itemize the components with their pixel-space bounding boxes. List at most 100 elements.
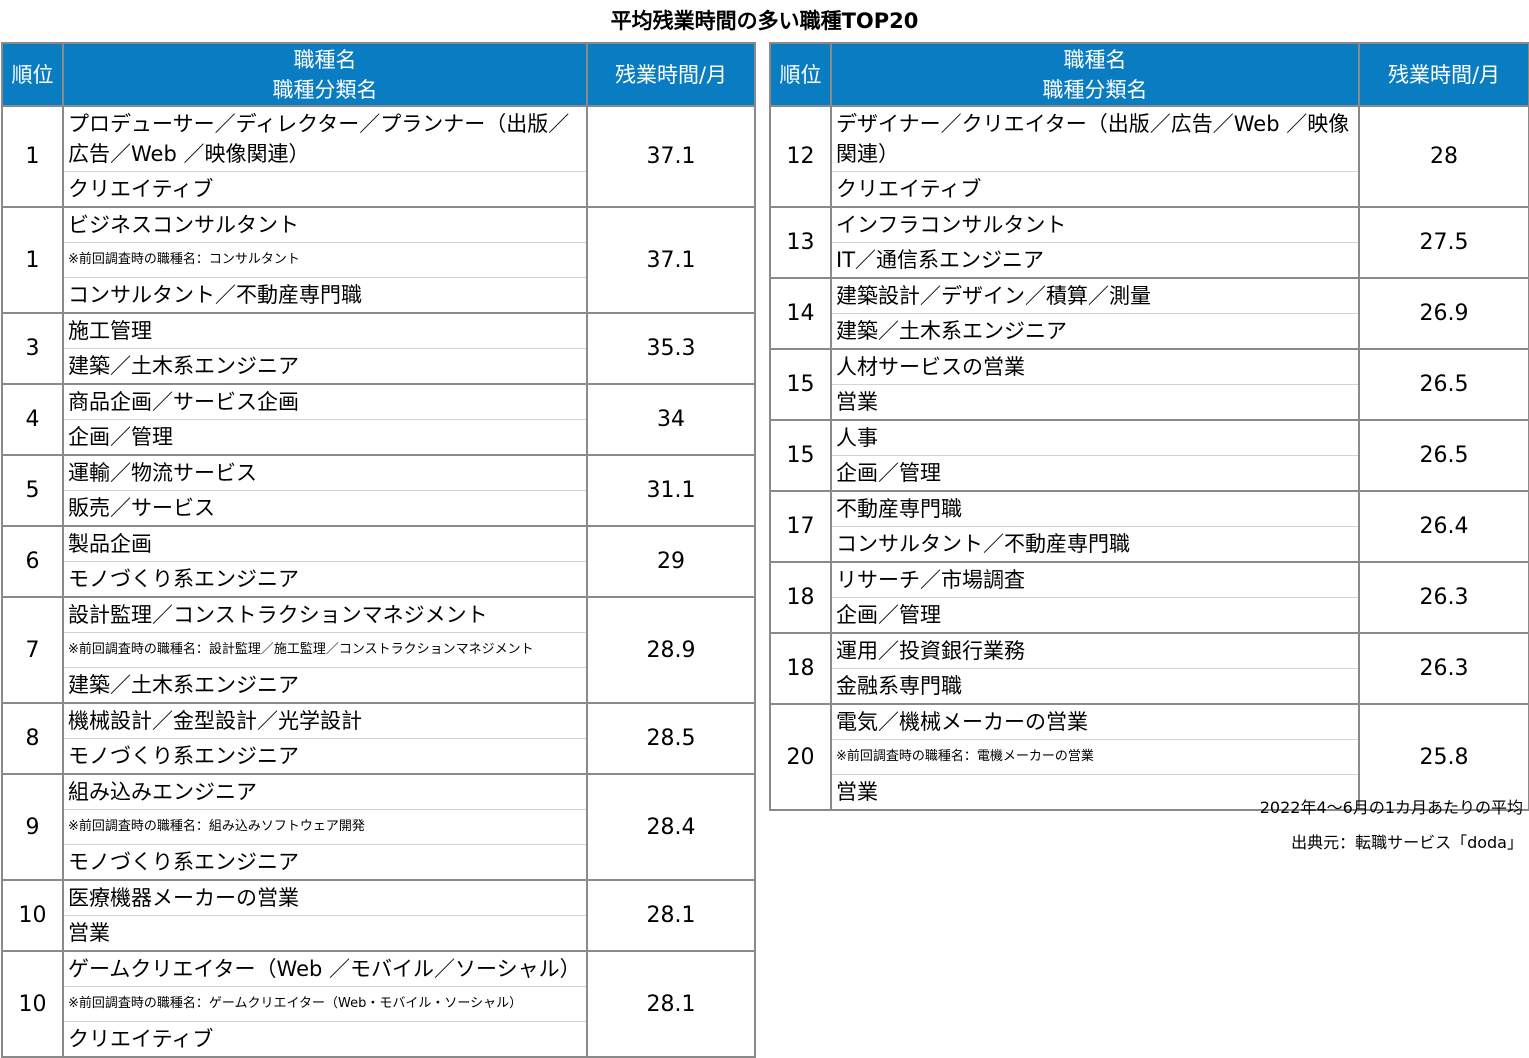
table-row: 3 施工管理 建築／土木系エンジニア 35.3: [1, 312, 756, 385]
job-cell: 人事企画／管理: [830, 419, 1360, 492]
job-category: 営業: [836, 780, 878, 804]
table-row: 13 インフラコンサルタント IT／通信系エンジニア 27.5: [769, 206, 1529, 279]
rank-cell: 4: [1, 383, 64, 456]
job-name: デザイナー／クリエイター（出版／広告／Web ／映像関連）: [832, 107, 1358, 172]
header-job-name-line: 職種名: [293, 47, 357, 72]
table-row: 4 商品企画／サービス企画 企画／管理 34: [1, 383, 756, 456]
header-job-category-line: 職種分類名: [1042, 77, 1148, 102]
job-cell: 電気／機械メーカーの営業 ※前回調査時の職種名：電機メーカーの営業 営業: [830, 703, 1360, 811]
job-category: 企画／管理: [836, 603, 941, 627]
job-name: 製品企画: [64, 527, 586, 562]
table-row: 7 設計監理／コンストラクションマネジメント ※前回調査時の職種名：設計監理／施工監…: [1, 596, 756, 704]
overtime-hours-cell: 27.5: [1358, 206, 1529, 279]
job-category: コンサルタント／不動産専門職: [836, 532, 1130, 556]
job-name: 人事: [832, 421, 1358, 456]
job-category: コンサルタント／不動産専門職: [68, 283, 362, 307]
rank-cell: 14: [769, 277, 832, 350]
rank-cell: 18: [769, 561, 832, 634]
header-job-name-line: 職種名: [1063, 47, 1127, 72]
job-category: 企画／管理: [68, 425, 173, 449]
header-job-category-line: 職種分類名: [272, 77, 378, 102]
ranking-body-left: 1 プロデューサー／ディレクター／プランナー（出版／広告／Web ／映像関連） クリ…: [1, 105, 756, 1058]
rank-cell: 8: [1, 702, 64, 775]
rank-cell: 1: [1, 206, 64, 314]
job-name: 運用／投資銀行業務: [832, 634, 1358, 669]
job-cell: インフラコンサルタント IT／通信系エンジニア: [830, 206, 1360, 279]
source-note: 出典元：転職サービス「doda」: [1291, 833, 1523, 852]
overtime-hours-cell: 26.5: [1358, 348, 1529, 421]
rank-cell: 5: [1, 454, 64, 527]
job-category: 企画／管理: [836, 461, 941, 485]
header-rank: 順位: [1, 42, 64, 107]
rank-cell: 18: [769, 632, 832, 705]
table-row: 17 不動産専門職 コンサルタント／不動産専門職 26.4: [769, 490, 1529, 563]
rank-cell: 3: [1, 312, 64, 385]
job-cell: 設計監理／コンストラクションマネジメント ※前回調査時の職種名：設計監理／施工監理…: [62, 596, 588, 704]
rank-cell: 12: [769, 105, 832, 208]
overtime-hours-cell: 25.8: [1358, 703, 1529, 811]
header-hours: 残業時間/月: [586, 42, 756, 107]
rank-cell: 15: [769, 348, 832, 421]
job-category: モノづくり系エンジニア: [68, 850, 299, 874]
job-name: 設計監理／コンストラクションマネジメント: [64, 598, 586, 633]
overtime-hours-cell: 26.4: [1358, 490, 1529, 563]
rank-cell: 10: [1, 879, 64, 952]
rank-cell: 7: [1, 596, 64, 704]
job-cell: 組み込みエンジニア ※前回調査時の職種名：組み込みソフトウェア開発モノづくり系エン…: [62, 773, 588, 881]
job-category: 販売／サービス: [68, 496, 215, 520]
header-job-name: 職種名 職種分類名: [830, 42, 1360, 107]
job-cell: 建築設計／デザイン／積算／測量 建築／土木系エンジニア: [830, 277, 1360, 350]
job-name: 人材サービスの営業: [832, 350, 1358, 385]
job-cell: 運用／投資銀行業務 金融系専門職: [830, 632, 1360, 705]
overtime-hours-cell: 28.9: [586, 596, 756, 704]
overtime-hours-cell: 28.5: [586, 702, 756, 775]
table-row: 18 運用／投資銀行業務 金融系専門職 26.3: [769, 632, 1529, 705]
job-name: ビジネスコンサルタント: [64, 208, 586, 243]
job-name: 施工管理: [64, 314, 586, 349]
job-name: ゲームクリエイター（Web ／モバイル／ソーシャル）: [64, 952, 586, 987]
rank-cell: 10: [1, 950, 64, 1058]
job-name: 医療機器メーカーの営業: [64, 881, 586, 916]
table-row: 20 電気／機械メーカーの営業 ※前回調査時の職種名：電機メーカーの営業 営業 25.8: [769, 703, 1529, 811]
page-title: 平均残業時間の多い職種TOP20: [610, 9, 919, 33]
table-row: 10 医療機器メーカーの営業 営業 28.1: [1, 879, 756, 952]
job-category: 建築／土木系エンジニア: [68, 354, 299, 378]
job-cell: リサーチ／市場調査企画／管理: [830, 561, 1360, 634]
header-hours: 残業時間/月: [1358, 42, 1529, 107]
overtime-hours-cell: 26.3: [1358, 632, 1529, 705]
job-category: クリエイティブ: [68, 1027, 214, 1051]
overtime-hours-cell: 35.3: [586, 312, 756, 385]
header-job-name: 職種名 職種分類名: [62, 42, 588, 107]
job-name: 運輸／物流サービス: [64, 456, 586, 491]
table-row: 1 ビジネスコンサルタント ※前回調査時の職種名：コンサルタントコンサルタント／不動…: [1, 206, 756, 314]
overtime-hours-cell: 26.9: [1358, 277, 1529, 350]
table-row: 15 人材サービスの営業 営業 26.5: [769, 348, 1529, 421]
table-row: 9 組み込みエンジニア ※前回調査時の職種名：組み込みソフトウェア開発 モノづくり系エ…: [1, 773, 756, 881]
previous-name-note: ※前回調査時の職種名：コンサルタント: [64, 243, 586, 278]
overtime-hours-cell: 28.1: [586, 950, 756, 1058]
job-cell: 医療機器メーカーの営業 営業: [62, 879, 588, 952]
job-category: クリエイティブ: [836, 177, 982, 201]
job-name: 組み込みエンジニア: [64, 775, 586, 810]
rank-cell: 15: [769, 419, 832, 492]
rank-cell: 1: [1, 105, 64, 208]
job-name: インフラコンサルタント: [832, 208, 1358, 243]
table-row: 1 プロデューサー／ディレクター／プランナー（出版／広告／Web ／映像関連） クリ…: [1, 105, 756, 208]
job-cell: 商品企画／サービス企画企画／管理: [62, 383, 588, 456]
job-category: 建築／土木系エンジニア: [68, 673, 299, 697]
previous-name-note: ※前回調査時の職種名：設計監理／施工監理／コンストラクションマネジメント: [64, 633, 586, 668]
table-row: 6 製品企画 モノづくり系エンジニア 29: [1, 525, 756, 598]
job-name: 商品企画／サービス企画: [64, 385, 586, 420]
job-category: 営業: [836, 390, 878, 414]
previous-name-note: ※前回調査時の職種名：組み込みソフトウェア開発: [64, 810, 586, 845]
job-name: プロデューサー／ディレクター／プランナー（出版／広告／Web ／映像関連）: [64, 107, 586, 172]
rank-cell: 20: [769, 703, 832, 811]
job-cell: 人材サービスの営業営業: [830, 348, 1360, 421]
job-cell: 製品企画 モノづくり系エンジニア: [62, 525, 588, 598]
rank-cell: 13: [769, 206, 832, 279]
job-name: リサーチ／市場調査: [832, 563, 1358, 598]
rank-cell: 6: [1, 525, 64, 598]
job-cell: 施工管理建築／土木系エンジニア: [62, 312, 588, 385]
job-cell: デザイナー／クリエイター（出版／広告／Web ／映像関連） クリエイティブ: [830, 105, 1360, 208]
table-row: 8 機械設計／金型設計／光学設計 モノづくり系エンジニア 28.5: [1, 702, 756, 775]
